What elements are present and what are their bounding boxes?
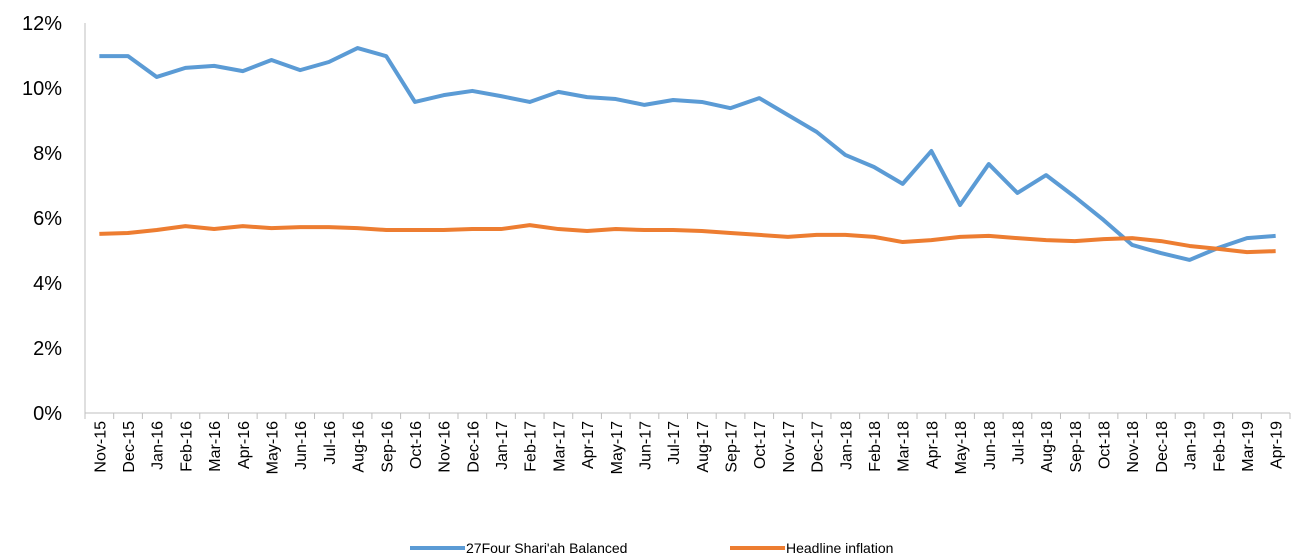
x-tick-label: Mar-17 bbox=[551, 421, 568, 472]
x-tick-label: Nov-15 bbox=[92, 421, 109, 473]
y-tick-label: 8% bbox=[33, 143, 62, 165]
series-line bbox=[99, 46, 1276, 262]
x-tick-label: Nov-17 bbox=[781, 421, 798, 473]
x-tick-label: May-17 bbox=[609, 421, 626, 474]
x-tick-label: Dec-15 bbox=[121, 421, 138, 473]
x-tick-label: Jun-18 bbox=[982, 421, 999, 470]
legend-label: 27Four Shari'ah Balanced bbox=[466, 540, 627, 556]
x-tick-label: Dec-16 bbox=[465, 421, 482, 473]
x-tick-label: Nov-16 bbox=[437, 421, 454, 473]
x-tick-label: Oct-16 bbox=[408, 421, 425, 469]
x-tick-label: Feb-18 bbox=[867, 421, 884, 472]
x-tick-label: Jan-17 bbox=[494, 421, 511, 470]
x-tick-label: Apr-16 bbox=[236, 421, 253, 469]
x-tick-label: Jan-19 bbox=[1183, 421, 1200, 470]
x-tick-label: Nov-18 bbox=[1125, 421, 1142, 473]
y-tick-label: 0% bbox=[33, 403, 62, 425]
y-tick-label: 6% bbox=[33, 208, 62, 230]
x-tick-label: Oct-17 bbox=[752, 421, 769, 469]
x-tick-label: Sep-16 bbox=[379, 421, 396, 473]
x-tick-label: Jan-18 bbox=[838, 421, 855, 470]
x-tick-label: Feb-17 bbox=[523, 421, 540, 472]
x-tick-label: Mar-19 bbox=[1240, 421, 1257, 472]
x-tick-label: Apr-18 bbox=[924, 421, 941, 469]
x-tick-label: Dec-18 bbox=[1154, 421, 1171, 473]
x-tick-label: Feb-16 bbox=[178, 421, 195, 472]
x-tick-label: Mar-16 bbox=[207, 421, 224, 472]
y-tick-label: 2% bbox=[33, 338, 62, 360]
y-tick-label: 12% bbox=[22, 13, 62, 35]
series-line bbox=[99, 223, 1276, 255]
x-tick-label: Aug-16 bbox=[351, 421, 368, 473]
y-tick-label: 10% bbox=[22, 78, 62, 100]
y-tick-label: 4% bbox=[33, 273, 62, 295]
x-tick-label: Apr-19 bbox=[1269, 421, 1286, 469]
x-tick-label: Jun-17 bbox=[637, 421, 654, 470]
legend-label: Headline inflation bbox=[786, 540, 893, 556]
x-tick-label: Aug-18 bbox=[1039, 421, 1056, 473]
x-tick-label: May-16 bbox=[264, 421, 281, 474]
x-tick-label: Jul-16 bbox=[322, 421, 339, 465]
x-tick-label: May-18 bbox=[953, 421, 970, 474]
x-tick-label: Apr-17 bbox=[580, 421, 597, 469]
x-tick-label: Sep-17 bbox=[724, 421, 741, 473]
x-tick-label: Dec-17 bbox=[810, 421, 827, 473]
x-tick-label: Aug-17 bbox=[695, 421, 712, 473]
x-tick-label: Sep-18 bbox=[1068, 421, 1085, 473]
x-tick-label: Oct-18 bbox=[1097, 421, 1114, 469]
x-tick-label: Mar-18 bbox=[896, 421, 913, 472]
x-tick-label: Feb-19 bbox=[1211, 421, 1228, 472]
x-tick-label: Jul-18 bbox=[1010, 421, 1027, 465]
x-tick-label: Jul-17 bbox=[666, 421, 683, 465]
x-tick-label: Jun-16 bbox=[293, 421, 310, 470]
x-tick-label: Jan-16 bbox=[150, 421, 167, 470]
